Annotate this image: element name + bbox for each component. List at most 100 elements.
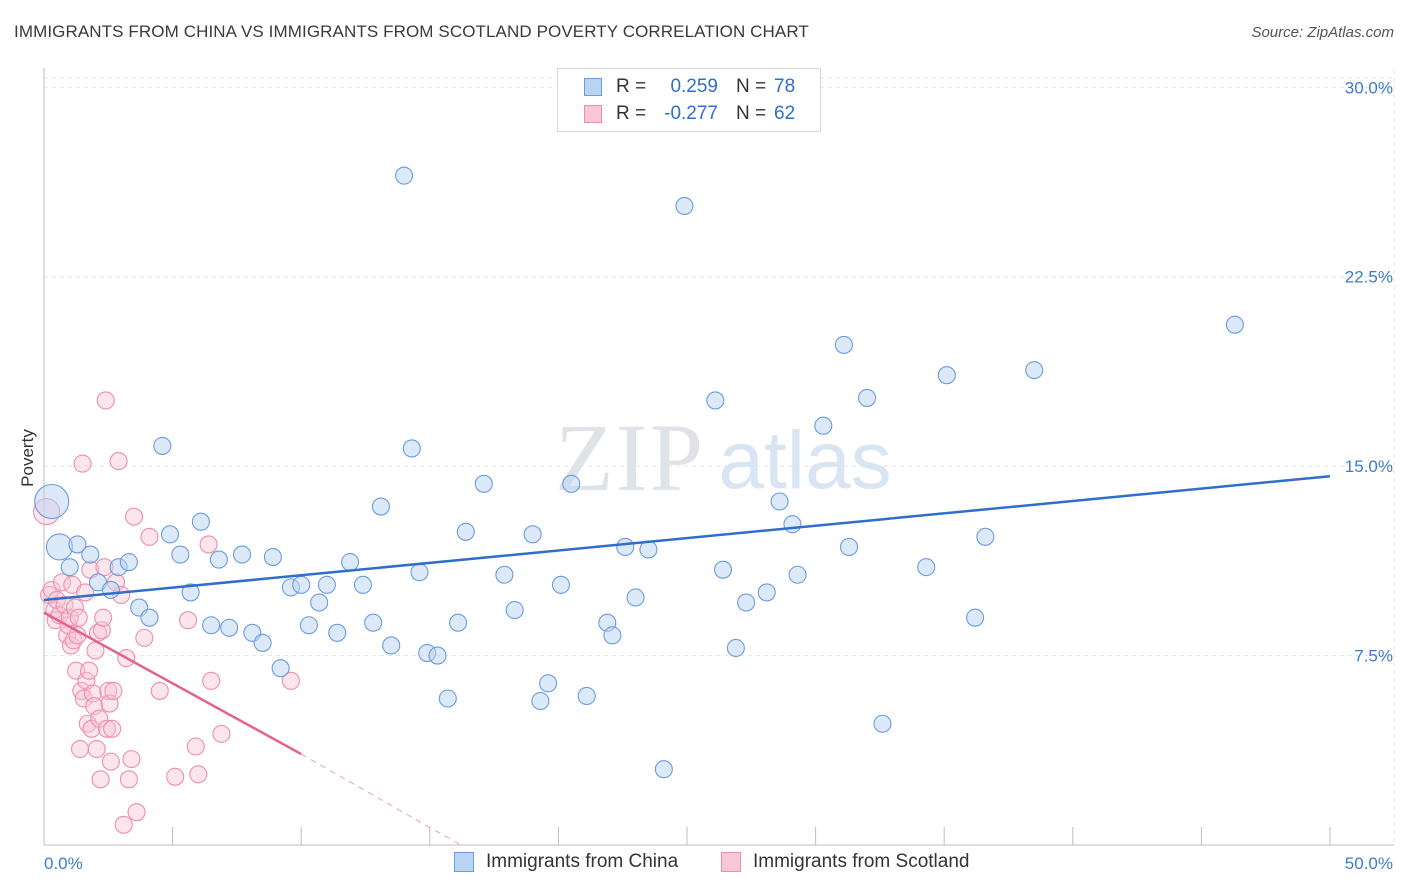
china-point [495,565,514,584]
china-point [1025,361,1044,380]
china-point [410,563,429,582]
china-point [341,553,360,572]
scotland-point [122,750,141,769]
y-tick-label: 30.0% [1345,78,1393,97]
china-point [263,548,282,567]
china-point [456,522,475,541]
scotland-point [189,765,208,784]
scotland-point [70,739,90,759]
scotland-point [94,608,113,627]
series-swatch-china [454,852,474,872]
scotland-point [96,391,115,410]
scotland-point [87,739,106,759]
china-point [577,686,596,706]
scotland-point [101,752,120,771]
china-point [562,474,581,493]
legend-swatch-china [584,78,602,96]
china-point [814,416,833,435]
china-point [531,691,550,711]
china-point [474,474,493,493]
scotland-point [74,689,93,708]
china-point [395,166,414,185]
china-point [402,439,421,458]
china-point [839,537,859,557]
scotland-point [281,671,300,690]
series-legend-scotland: Immigrants from Scotland [721,851,969,873]
china-point [317,575,336,594]
china-point [181,583,200,602]
legend-n-label: N = [736,103,767,124]
scotland-trend-line [43,611,302,756]
legend-row-china: R = 0.259 N = 78 [558,73,795,101]
scotland-point [104,681,123,700]
scotland-point [140,527,159,546]
scotland-point [61,636,81,655]
china-point [353,575,372,594]
scotland-points [33,391,300,834]
china-point [626,588,645,607]
legend-n-label: N = [736,76,767,97]
series-label-china: Immigrants from China [486,851,679,872]
scotland-point [82,719,101,738]
scotland-point [73,454,92,473]
y-tick-label: 7.5% [1354,647,1393,666]
china-point [45,533,73,561]
china-point [505,601,524,620]
china-point [81,545,100,564]
legend-row-scotland: R = -0.277 N = 62 [558,100,795,128]
china-points [34,166,1244,779]
china-point [171,545,190,564]
china-point [757,583,776,602]
trend-lines [43,474,1331,846]
scotland-point [103,719,122,738]
legend-swatch-scotland [584,105,602,123]
x-tick-label: 0.0% [44,854,83,873]
china-point [160,525,180,544]
china-point [34,483,70,520]
legend-r-label: R = [616,103,647,124]
china-point [1225,315,1244,334]
china-point [449,613,468,632]
legend-r-value: -0.277 [664,103,718,124]
china-point [271,659,290,678]
china-point [253,633,272,652]
china-point [834,335,853,354]
china-point [675,196,694,216]
china-point [382,636,401,655]
china-point [202,616,221,635]
legend-r-label: R = [616,76,647,97]
y-tick-label: 22.5% [1345,268,1393,287]
chart-title: IMMIGRANTS FROM CHINA VS IMMIGRANTS FROM… [14,22,809,41]
scotland-point [166,767,185,786]
legend-r-value: 0.259 [670,76,718,97]
watermark-zip: ZIP [555,404,705,511]
series-label-scotland: Immigrants from Scotland [753,851,970,872]
china-point [551,575,571,594]
china-point [706,391,725,410]
axes [43,68,1394,846]
china-point [917,558,936,577]
scotland-point [91,770,110,789]
china-point [428,646,447,665]
scotland-point [135,628,154,647]
china-point [788,565,807,584]
china-point [857,388,877,407]
china-point [713,560,733,579]
scotland-point [114,815,133,834]
scotland-point [97,719,117,738]
scotland-point [124,507,144,526]
china-point [68,535,87,554]
china-point [153,436,172,455]
legend-n-value: 62 [774,103,796,124]
china-point [966,608,985,627]
china-point [140,608,159,627]
china-point [976,527,995,546]
scotland-point [69,608,88,627]
china-point [770,492,789,511]
scotland-point [178,611,198,630]
china-point [603,626,622,645]
china-point [438,689,457,708]
china-point [873,714,892,733]
china-point [232,545,252,564]
tick-labels: 7.5% 15.0% 22.5% 30.0% 0.0% 50.0% [44,78,1393,873]
